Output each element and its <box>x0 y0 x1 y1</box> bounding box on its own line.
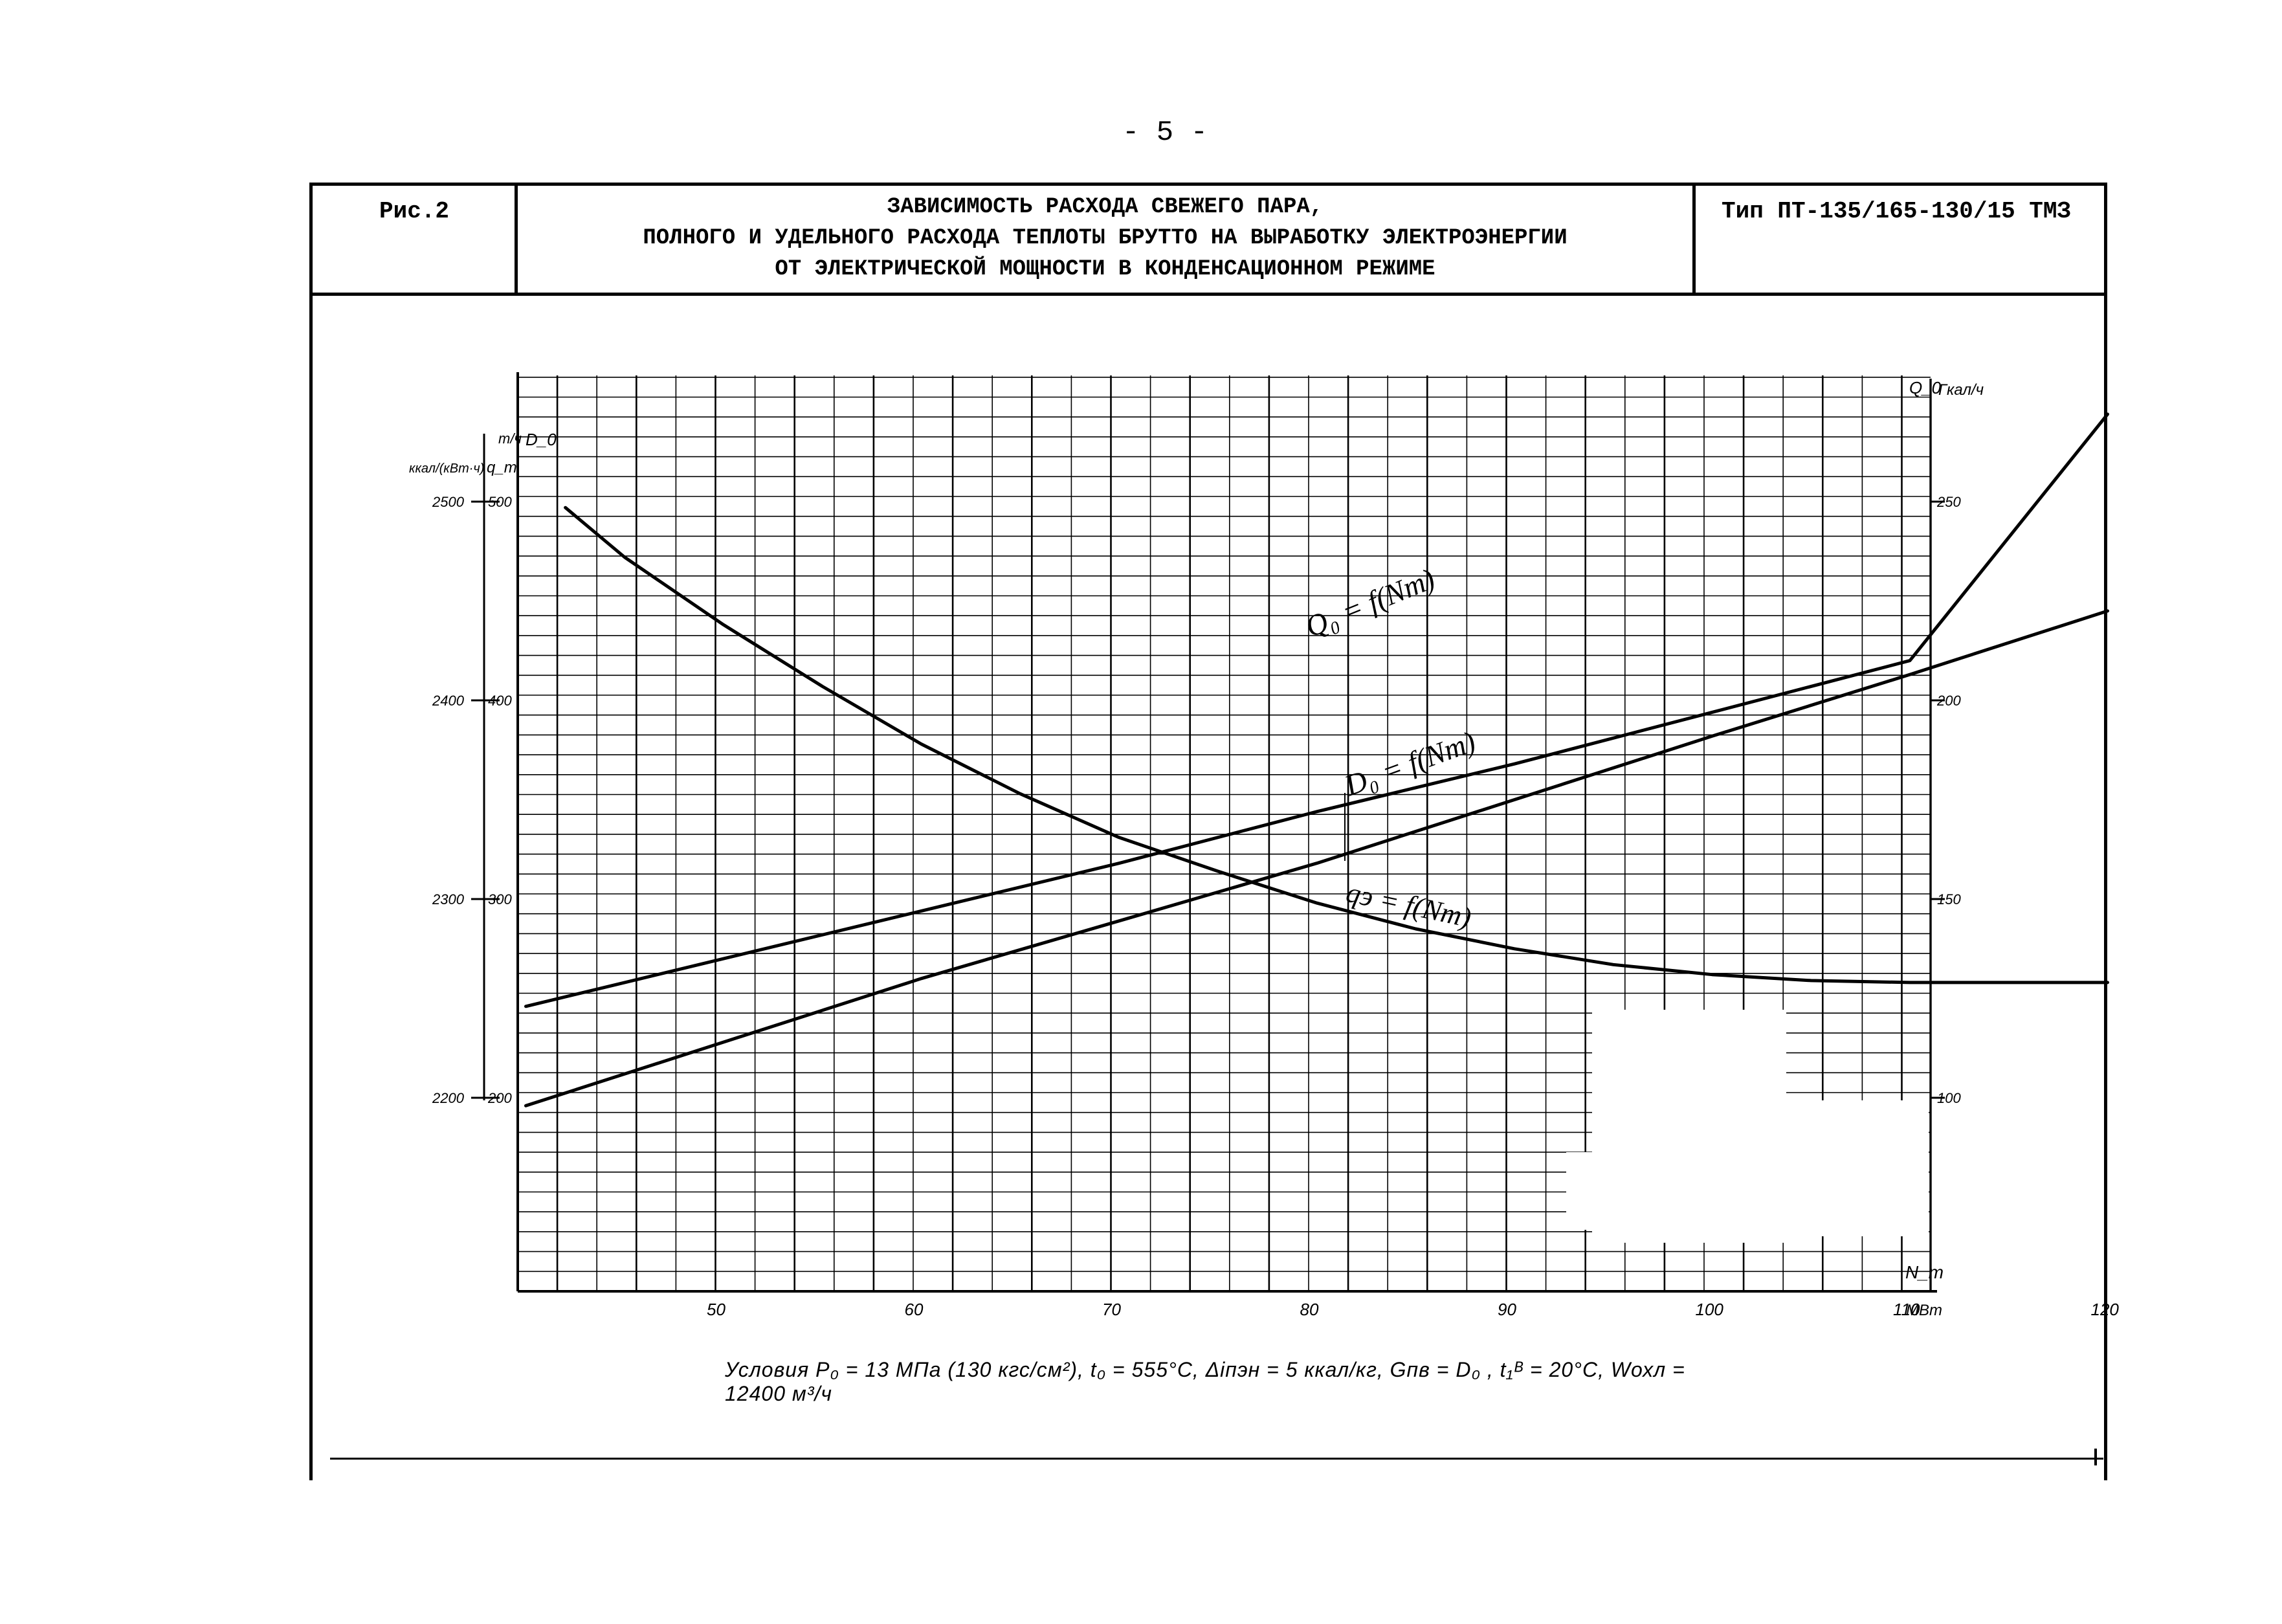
turbine-type-label: Тип ПТ-135/165-130/15 ТМЗ <box>1722 198 2072 225</box>
qe-tick-label: 2400 <box>432 693 465 709</box>
series-line-1 <box>524 412 2109 1008</box>
blank-blot-3 <box>1566 1152 1624 1230</box>
chart-curve-labels: Q₀ = f(Nт)D₀ = f(Nт)qэ = f(Nт) <box>1301 562 1480 933</box>
header-row: Рис.2 ЗАВИСИМОСТЬ РАСХОДА СВЕЖЕГО ПАРА, … <box>309 183 2104 296</box>
x-unit-label: МВт <box>1906 1302 1942 1319</box>
bottom-rule <box>330 1458 2103 1460</box>
x-tick-label: 80 <box>1300 1300 1319 1319</box>
blank-blot-2 <box>1786 1100 1929 1236</box>
figure-cell: Рис.2 <box>309 183 518 293</box>
figure-label: Рис.2 <box>379 198 450 225</box>
qe-tick-label: 2200 <box>432 1090 465 1106</box>
sheet-frame <box>309 183 2107 1480</box>
page-number: - 5 - <box>1122 117 1208 149</box>
q0-tick-label: 100 <box>1937 1090 1961 1106</box>
chart-series <box>524 412 2109 1107</box>
blank-blot-1 <box>1592 1010 1786 1243</box>
x-tick-label: 60 <box>905 1300 924 1319</box>
q0-unit-label: Гкал/ч <box>1938 381 1984 399</box>
q0-axis-label: Q_0 <box>1909 378 1942 397</box>
title-cell: ЗАВИСИМОСТЬ РАСХОДА СВЕЖЕГО ПАРА, ПОЛНОГ… <box>518 183 1696 293</box>
x-tick-label: 90 <box>1498 1300 1516 1319</box>
x-tick-label: 50 <box>707 1300 726 1319</box>
d0-tick-label: 200 <box>487 1090 512 1106</box>
title-line-2: ПОЛНОГО И УДЕЛЬНОГО РАСХОДА ТЕПЛОТЫ БРУТ… <box>643 226 1567 250</box>
q0-tick-label: 200 <box>1936 693 1961 709</box>
qe-tick-label: 2500 <box>432 494 465 510</box>
d0-axis-label: D_0 <box>526 430 557 449</box>
q0-tick-label: 250 <box>1936 494 1961 510</box>
qe-axis-label: q_т <box>487 459 517 476</box>
x-tick-label: 120 <box>2091 1300 2120 1319</box>
title-line-1: ЗАВИСИМОСТЬ РАСХОДА СВЕЖЕГО ПАРА, <box>887 195 1324 219</box>
x-tick-label: 110 <box>1893 1300 1920 1319</box>
chart-axes <box>483 372 1937 1293</box>
d0-tick-label: 500 <box>488 494 512 510</box>
conditions-caption: Условия P₀ = 13 МПа (130 кгс/см²), t₀ = … <box>725 1358 1685 1405</box>
type-cell: Тип ПТ-135/165-130/15 ТМЗ <box>1696 183 2104 293</box>
title-line-3: ОТ ЭЛЕКТРИЧЕСКОЙ МОЩНОСТИ В КОНДЕНСАЦИОН… <box>775 257 1435 282</box>
d0-tick-label: 300 <box>488 891 512 907</box>
q0-tick-label: 150 <box>1937 891 1961 907</box>
qe-unit-label: ккал/(кВт·ч) <box>409 462 484 476</box>
figure-title: ЗАВИСИМОСТЬ РАСХОДА СВЕЖЕГО ПАРА, ПОЛНОГ… <box>518 192 1692 285</box>
series-line-2 <box>524 609 2109 1107</box>
bottom-corner-tick <box>2094 1449 2097 1465</box>
x-tick-label: 70 <box>1102 1300 1121 1319</box>
x-tick-label: 100 <box>1696 1300 1724 1319</box>
qe-tick-label: 2300 <box>432 891 465 907</box>
qe-curve-label: qэ = f(Nт) <box>1344 876 1474 934</box>
chart-grid <box>517 375 1931 1292</box>
x-axis-label: N_т <box>1905 1262 1944 1282</box>
d0-tick-label: 400 <box>488 693 512 709</box>
q0-curve-label: Q₀ = f(Nт) <box>1301 562 1439 643</box>
d0-unit-label: т/ч <box>498 430 522 447</box>
series-line-3 <box>564 506 2109 984</box>
